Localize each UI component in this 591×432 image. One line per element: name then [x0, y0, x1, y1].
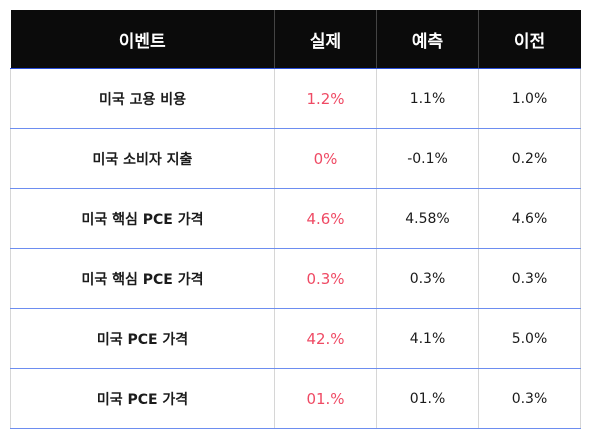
event-cell: 미국 고용 비용: [10, 68, 275, 129]
actual-cell: 01.%: [274, 368, 377, 429]
forecast-cell: 1.1%: [376, 68, 479, 129]
economic-calendar-table-container: 이벤트 실제 예측 이전 미국 고용 비용 1.2% 1.1% 1.0% 미국 …: [10, 10, 581, 429]
table-body: 미국 고용 비용 1.2% 1.1% 1.0% 미국 소비자 지출 0% -0.…: [10, 68, 581, 429]
forecast-cell: 0.3%: [376, 248, 479, 309]
actual-cell: 0%: [274, 128, 377, 189]
event-cell: 미국 핵심 PCE 가격: [10, 248, 275, 309]
table-row: 미국 PCE 가격 42.% 4.1% 5.0%: [10, 308, 581, 369]
table-row: 미국 PCE 가격 01.% 01.% 0.3%: [10, 368, 581, 429]
event-cell: 미국 핵심 PCE 가격: [10, 188, 275, 249]
header-event: 이벤트: [10, 10, 275, 69]
forecast-cell: 4.58%: [376, 188, 479, 249]
table-row: 미국 핵심 PCE 가격 4.6% 4.58% 4.6%: [10, 188, 581, 249]
forecast-cell: 4.1%: [376, 308, 479, 369]
previous-cell: 4.6%: [478, 188, 581, 249]
actual-cell: 0.3%: [274, 248, 377, 309]
event-cell: 미국 PCE 가격: [10, 308, 275, 369]
table-row: 미국 핵심 PCE 가격 0.3% 0.3% 0.3%: [10, 248, 581, 309]
economic-calendar-table: 이벤트 실제 예측 이전 미국 고용 비용 1.2% 1.1% 1.0% 미국 …: [10, 10, 581, 429]
table-header: 이벤트 실제 예측 이전: [10, 10, 581, 69]
forecast-cell: -0.1%: [376, 128, 479, 189]
table-row: 미국 고용 비용 1.2% 1.1% 1.0%: [10, 68, 581, 129]
previous-cell: 1.0%: [478, 68, 581, 129]
previous-cell: 5.0%: [478, 308, 581, 369]
header-forecast: 예측: [376, 10, 479, 69]
event-cell: 미국 PCE 가격: [10, 368, 275, 429]
table-row: 미국 소비자 지출 0% -0.1% 0.2%: [10, 128, 581, 189]
actual-cell: 42.%: [274, 308, 377, 369]
header-actual: 실제: [274, 10, 377, 69]
previous-cell: 0.3%: [478, 368, 581, 429]
header-row: 이벤트 실제 예측 이전: [10, 10, 581, 69]
actual-cell: 4.6%: [274, 188, 377, 249]
previous-cell: 0.2%: [478, 128, 581, 189]
actual-cell: 1.2%: [274, 68, 377, 129]
event-cell: 미국 소비자 지출: [10, 128, 275, 189]
previous-cell: 0.3%: [478, 248, 581, 309]
header-previous: 이전: [478, 10, 581, 69]
forecast-cell: 01.%: [376, 368, 479, 429]
